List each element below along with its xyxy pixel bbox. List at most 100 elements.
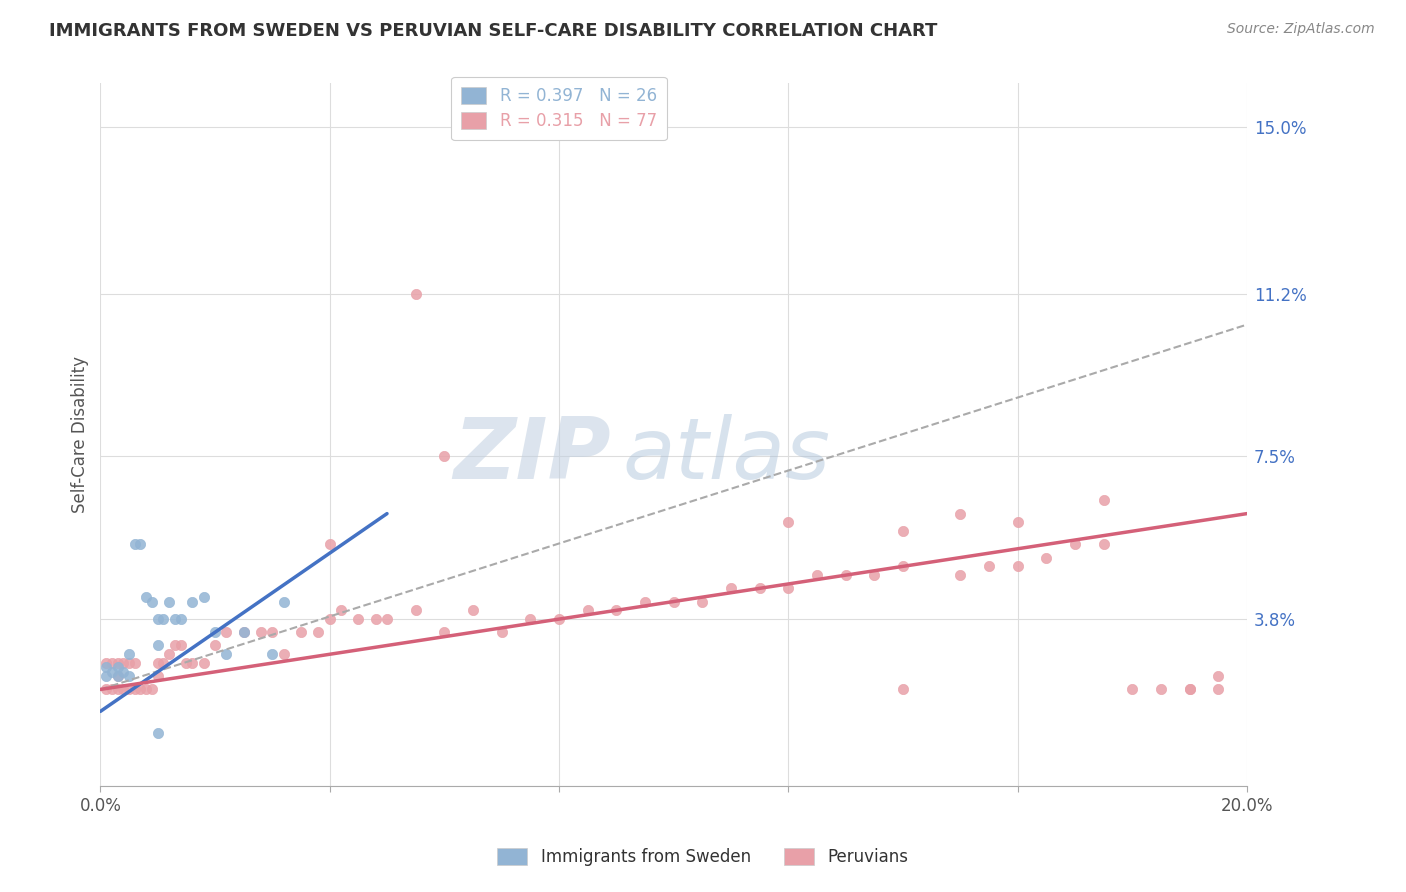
Point: [576, 603, 599, 617]
Point: [863, 568, 886, 582]
Point: [273, 647, 295, 661]
Point: [405, 603, 427, 617]
Point: [318, 537, 340, 551]
Point: [1178, 682, 1201, 697]
Point: [118, 656, 141, 670]
Point: [107, 669, 129, 683]
Point: [101, 656, 124, 670]
Point: [94, 656, 117, 670]
Point: [307, 625, 329, 640]
Text: ZIP: ZIP: [453, 414, 610, 497]
Point: [107, 682, 129, 697]
Point: [215, 647, 238, 661]
Point: [232, 625, 254, 640]
Point: [146, 669, 169, 683]
Point: [101, 682, 124, 697]
Point: [215, 625, 238, 640]
Point: [778, 582, 800, 596]
Y-axis label: Self-Care Disability: Self-Care Disability: [72, 356, 89, 513]
Point: [605, 603, 627, 617]
Point: [141, 594, 163, 608]
Point: [112, 682, 135, 697]
Point: [163, 612, 186, 626]
Point: [692, 594, 714, 608]
Point: [1206, 682, 1229, 697]
Point: [318, 612, 340, 626]
Point: [135, 682, 157, 697]
Point: [273, 594, 295, 608]
Point: [262, 625, 284, 640]
Point: [118, 647, 141, 661]
Point: [124, 656, 146, 670]
Point: [519, 612, 541, 626]
Point: [949, 568, 972, 582]
Point: [176, 656, 198, 670]
Point: [977, 559, 1000, 574]
Legend: Immigrants from Sweden, Peruvians: Immigrants from Sweden, Peruvians: [489, 840, 917, 875]
Point: [778, 516, 800, 530]
Point: [405, 286, 427, 301]
Text: Source: ZipAtlas.com: Source: ZipAtlas.com: [1227, 22, 1375, 37]
Point: [491, 625, 513, 640]
Point: [146, 656, 169, 670]
Legend: R = 0.397   N = 26, R = 0.315   N = 77: R = 0.397 N = 26, R = 0.315 N = 77: [451, 77, 666, 140]
Point: [146, 639, 169, 653]
Point: [891, 524, 914, 539]
Point: [135, 590, 157, 604]
Point: [94, 660, 117, 674]
Point: [1150, 682, 1173, 697]
Point: [262, 647, 284, 661]
Point: [1121, 682, 1143, 697]
Point: [720, 582, 742, 596]
Point: [146, 726, 169, 740]
Point: [347, 612, 370, 626]
Point: [107, 660, 129, 674]
Point: [204, 639, 226, 653]
Point: [364, 612, 387, 626]
Point: [157, 647, 180, 661]
Point: [129, 537, 152, 551]
Point: [662, 594, 685, 608]
Point: [157, 594, 180, 608]
Point: [124, 537, 146, 551]
Point: [107, 669, 129, 683]
Point: [806, 568, 828, 582]
Point: [181, 656, 204, 670]
Point: [232, 625, 254, 640]
Point: [1092, 493, 1115, 508]
Point: [181, 594, 204, 608]
Point: [461, 603, 484, 617]
Point: [1178, 682, 1201, 697]
Point: [548, 612, 571, 626]
Point: [193, 656, 215, 670]
Text: atlas: atlas: [621, 414, 830, 497]
Point: [634, 594, 657, 608]
Point: [112, 656, 135, 670]
Point: [290, 625, 312, 640]
Point: [152, 612, 174, 626]
Point: [433, 450, 456, 464]
Point: [891, 559, 914, 574]
Point: [163, 639, 186, 653]
Point: [433, 625, 456, 640]
Point: [118, 669, 141, 683]
Point: [1206, 669, 1229, 683]
Point: [748, 582, 770, 596]
Point: [129, 682, 152, 697]
Point: [169, 612, 191, 626]
Point: [1007, 516, 1029, 530]
Point: [193, 590, 215, 604]
Point: [94, 682, 117, 697]
Point: [330, 603, 353, 617]
Point: [949, 507, 972, 521]
Point: [204, 625, 226, 640]
Point: [1035, 550, 1057, 565]
Point: [112, 665, 135, 679]
Point: [146, 612, 169, 626]
Point: [141, 682, 163, 697]
Point: [891, 682, 914, 697]
Point: [94, 669, 117, 683]
Point: [250, 625, 273, 640]
Point: [124, 682, 146, 697]
Point: [834, 568, 856, 582]
